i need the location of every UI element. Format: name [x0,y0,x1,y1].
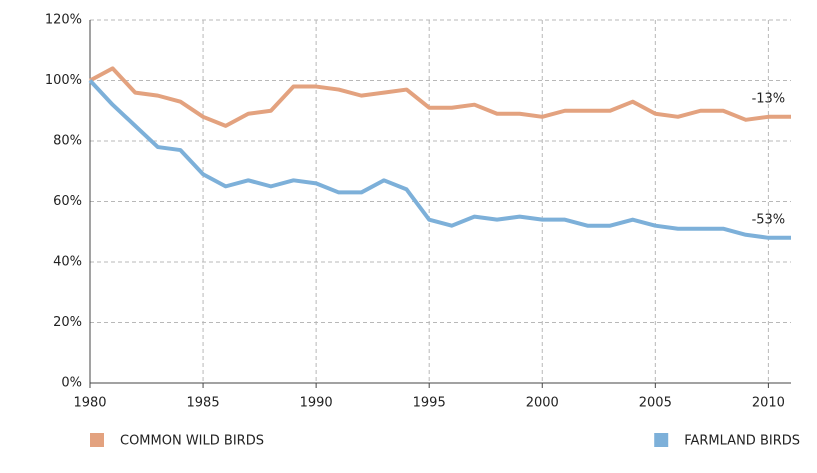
legend-swatch [654,433,669,447]
x-tick-label: 1985 [187,396,220,411]
y-tick-label: 40% [53,255,82,270]
x-tick-label: 2010 [752,396,785,411]
x-tick-label: 2000 [526,396,559,411]
legend-label: COMMON WILD BIRDS [120,434,264,449]
end-label: -53% [752,212,786,227]
legend-swatch [90,433,104,447]
y-tick-label: 80% [53,134,82,149]
end-label: -13% [752,91,786,106]
x-tick-label: 1980 [73,396,106,411]
y-tick-label: 0% [61,376,82,391]
series-line [88,79,791,240]
y-tick-label: 20% [53,315,82,330]
legend-label: FARMLAND BIRDS [684,434,800,449]
x-tick-label: 2005 [639,396,672,411]
series-line [89,66,791,128]
x-tick-label: 1995 [413,396,446,411]
y-tick-label: 100% [45,73,82,88]
y-tick-label: 60% [53,194,82,209]
y-tick-label: 120% [45,13,82,28]
x-tick-label: 1990 [300,396,333,411]
